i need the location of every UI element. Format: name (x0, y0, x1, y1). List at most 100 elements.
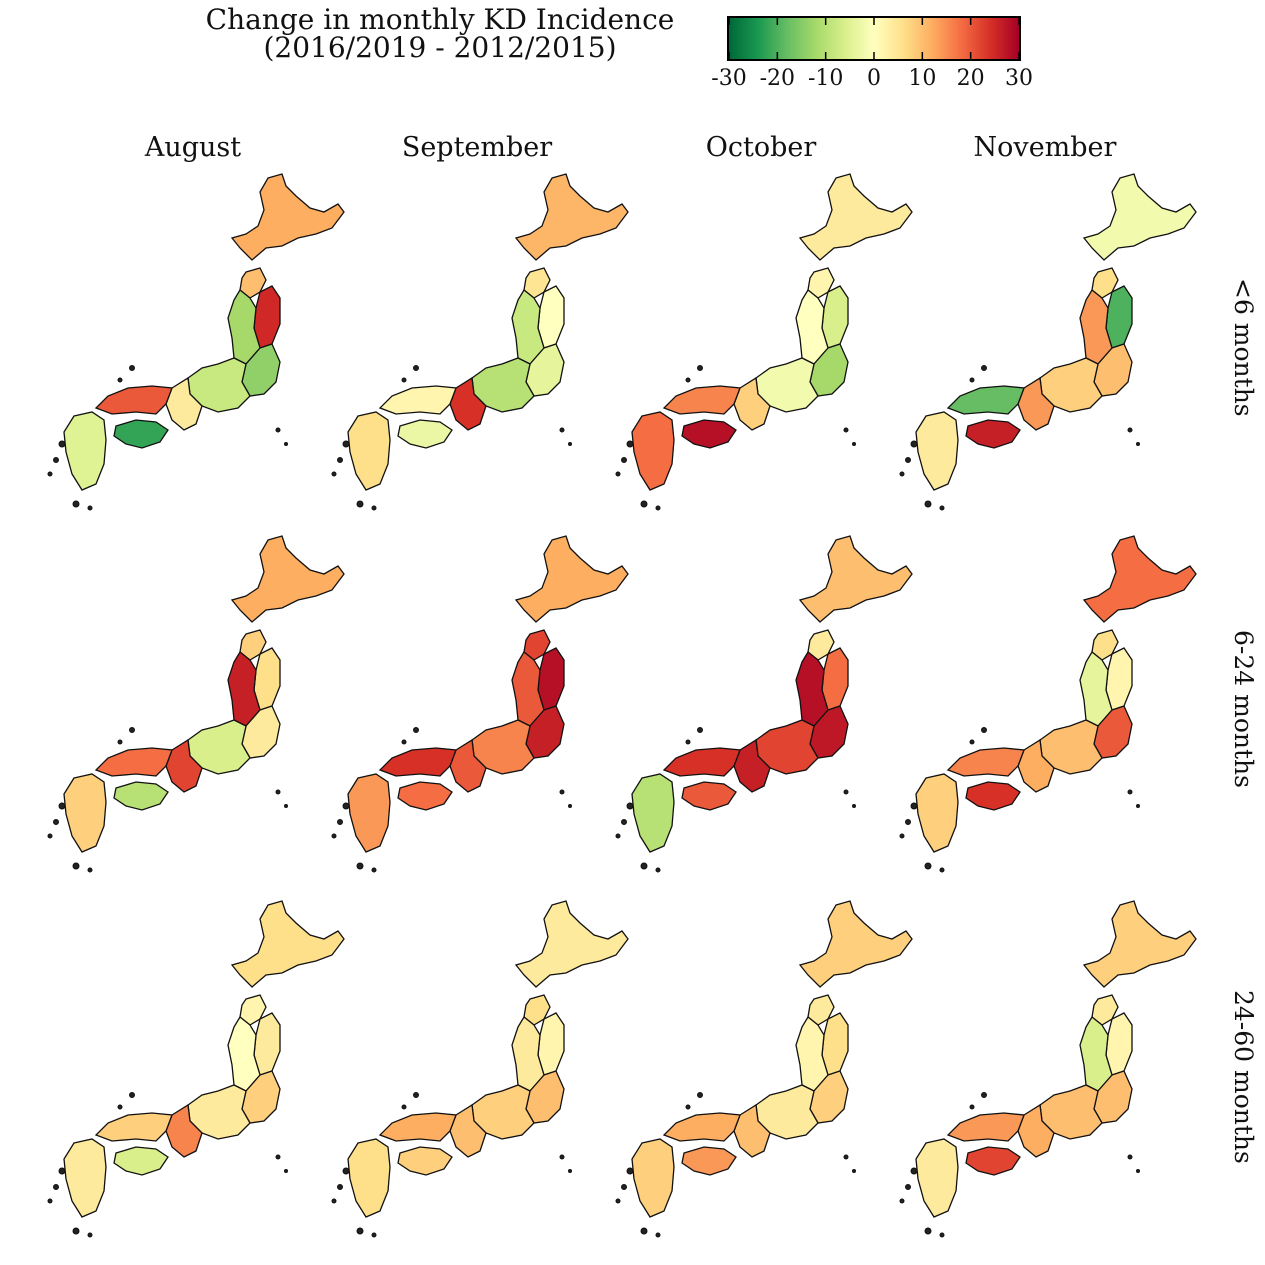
island-marker (843, 789, 849, 795)
island-marker (47, 833, 53, 839)
island-marker (72, 862, 80, 870)
island-marker (87, 867, 93, 873)
island-marker (337, 819, 343, 825)
chart-title-line2: (2016/2019 - 2012/2015) (263, 31, 617, 64)
region-tohoku-north (807, 629, 835, 661)
colorbar-tick-label: 0 (867, 66, 881, 91)
region-kyushu (63, 1138, 107, 1218)
island-marker (47, 1198, 53, 1204)
colorbar-tick-label: 30 (1005, 66, 1033, 91)
island-marker (568, 804, 572, 808)
region-shikoku (965, 419, 1021, 449)
island-marker (284, 1169, 288, 1173)
map-panel (615, 900, 913, 1238)
region-kyushu (915, 411, 959, 491)
region-chugoku (946, 747, 1025, 777)
row-label: 6-24 months (1229, 630, 1258, 788)
island-marker (843, 427, 849, 433)
map-panel (47, 173, 345, 511)
region-kyushu (347, 411, 391, 491)
region-chugoku (94, 747, 173, 777)
island-marker (969, 377, 975, 383)
island-marker (852, 1169, 856, 1173)
island-marker (655, 505, 661, 511)
island-marker (53, 1184, 59, 1190)
island-marker (58, 802, 66, 810)
map-panel (899, 535, 1197, 873)
island-marker (87, 1232, 93, 1238)
island-marker (910, 440, 918, 448)
island-marker (981, 1092, 987, 1098)
island-marker (981, 365, 987, 371)
region-tohoku-east (253, 285, 281, 349)
region-chugoku (946, 1112, 1025, 1142)
colorbar-gradient (729, 18, 1019, 59)
region-tohoku-north (523, 994, 551, 1026)
island-marker (615, 833, 621, 839)
region-kyushu (63, 773, 107, 853)
region-shikoku (681, 1146, 737, 1176)
island-marker (905, 1184, 911, 1190)
colorbar-tick-label: -30 (711, 66, 747, 91)
region-chugoku (662, 1112, 741, 1142)
region-chubu (1039, 719, 1103, 775)
region-chubu (187, 719, 251, 775)
region-shikoku (965, 1146, 1021, 1176)
island-marker (284, 804, 288, 808)
island-marker (621, 457, 627, 463)
map-panel (47, 535, 345, 873)
region-chugoku (378, 385, 457, 415)
island-marker (72, 500, 80, 508)
island-marker (413, 1092, 419, 1098)
island-marker (939, 867, 945, 873)
colorbar-tick-label: 10 (908, 66, 937, 91)
region-shikoku (113, 781, 169, 811)
island-marker (655, 867, 661, 873)
region-chugoku (94, 1112, 173, 1142)
chart-title: Change in monthly KD Incidence (2016/201… (170, 6, 710, 62)
region-shikoku (397, 1146, 453, 1176)
island-marker (371, 867, 377, 873)
region-tohoku-north (239, 629, 267, 661)
region-hokkaido (1082, 900, 1197, 988)
island-marker (342, 802, 350, 810)
island-marker (1127, 427, 1133, 433)
colorbar-tick-label: -20 (759, 66, 796, 91)
island-marker (356, 500, 364, 508)
region-chubu (755, 357, 819, 413)
region-hokkaido (1082, 535, 1197, 623)
island-marker (615, 471, 621, 477)
region-hokkaido (1082, 173, 1197, 261)
island-marker (899, 471, 905, 477)
island-marker (129, 727, 135, 733)
island-marker (331, 471, 337, 477)
island-marker (337, 457, 343, 463)
island-marker (685, 739, 691, 745)
region-hokkaido (514, 535, 629, 623)
region-shikoku (113, 1146, 169, 1176)
region-shikoku (681, 781, 737, 811)
map-panel (331, 535, 629, 873)
island-marker (129, 365, 135, 371)
island-marker (117, 739, 123, 745)
island-marker (331, 833, 337, 839)
island-marker (910, 802, 918, 810)
island-marker (1136, 1169, 1140, 1173)
island-marker (621, 1184, 627, 1190)
island-marker (697, 365, 703, 371)
island-marker (129, 1092, 135, 1098)
region-chubu (471, 719, 535, 775)
region-tohoku-north (1091, 994, 1119, 1026)
island-marker (852, 442, 856, 446)
region-chubu (755, 1084, 819, 1140)
island-marker (640, 862, 648, 870)
map-panel (47, 900, 345, 1238)
region-tohoku-east (1105, 647, 1133, 711)
island-marker (640, 500, 648, 508)
region-hokkaido (798, 900, 913, 988)
island-marker (939, 505, 945, 511)
island-marker (924, 862, 932, 870)
island-marker (899, 1198, 905, 1204)
island-marker (559, 789, 565, 795)
island-marker (117, 377, 123, 383)
